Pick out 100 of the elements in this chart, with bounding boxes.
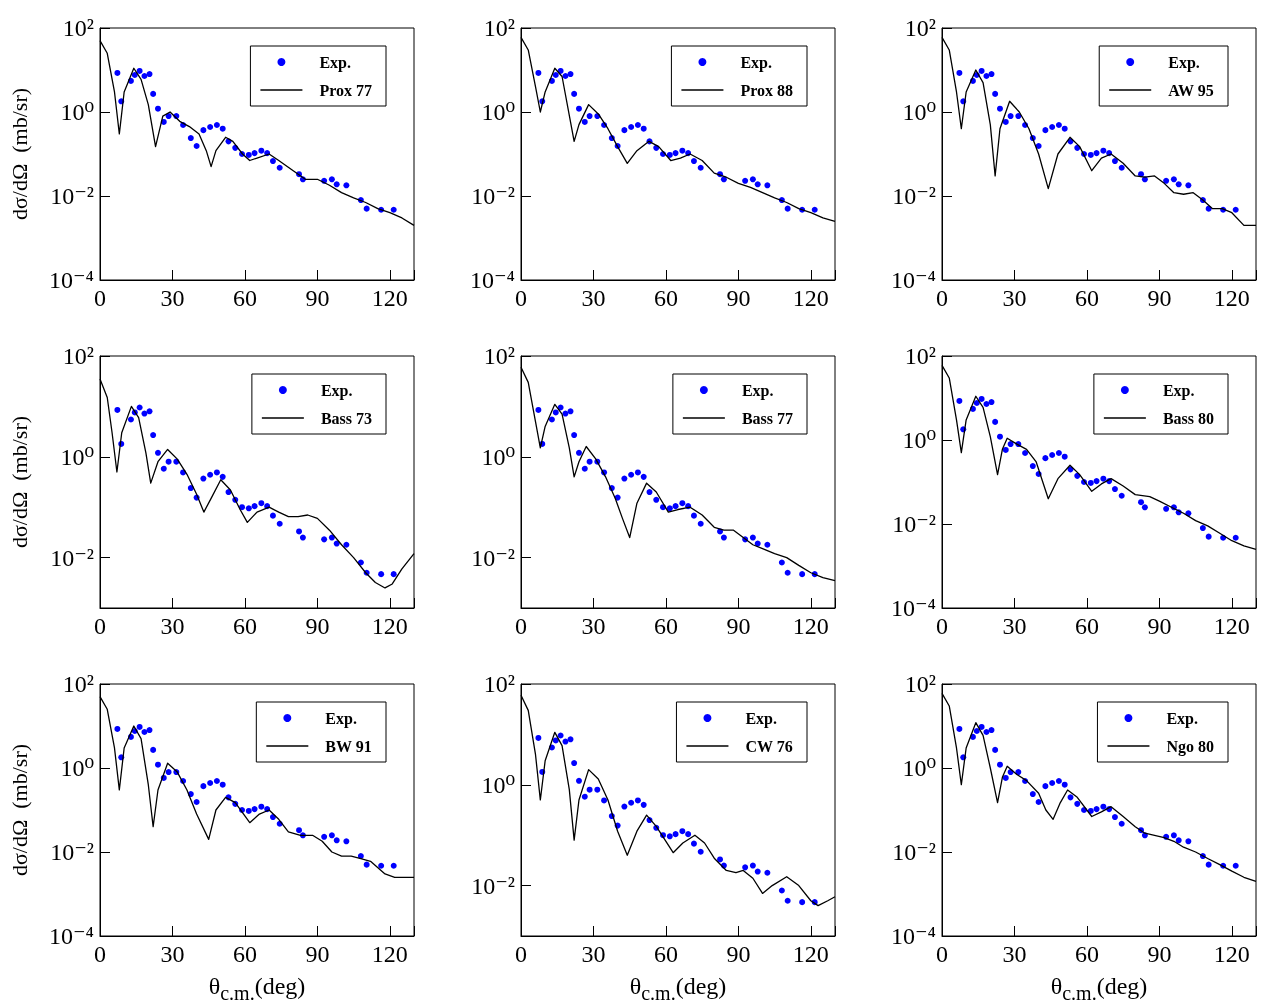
point — [1093, 806, 1100, 813]
point — [1002, 446, 1009, 453]
legend-label: Exp. — [1166, 709, 1199, 728]
point — [258, 147, 265, 154]
point — [1100, 475, 1107, 482]
x-tick-label: 120 — [371, 941, 408, 967]
point — [299, 534, 306, 541]
point — [983, 72, 990, 79]
point — [634, 122, 641, 129]
point — [764, 182, 771, 189]
point — [552, 72, 559, 78]
x-tick-label: 90 — [726, 285, 751, 311]
point — [150, 432, 157, 439]
legend-label: Prox 77 — [319, 81, 373, 99]
point — [552, 737, 559, 744]
point — [552, 409, 559, 416]
point — [586, 113, 593, 120]
point — [685, 831, 692, 838]
point — [956, 69, 963, 76]
y-tick-label: 10² — [904, 343, 936, 369]
x-tick-label: 90 — [305, 941, 330, 967]
point — [1002, 118, 1009, 125]
point — [697, 164, 704, 171]
y-tick-label: 10⁰ — [481, 771, 515, 798]
point — [321, 536, 328, 543]
point — [219, 125, 226, 132]
point — [601, 797, 608, 804]
point — [131, 72, 138, 78]
point — [672, 150, 679, 157]
point — [245, 807, 252, 814]
point — [165, 769, 172, 776]
legend-label: Exp. — [1162, 381, 1195, 400]
point — [581, 793, 588, 800]
x-tick-label: 120 — [792, 285, 829, 311]
y-tick-label: 10⁻² — [892, 511, 936, 537]
x-tick-label: 90 — [1147, 613, 1172, 639]
point — [575, 449, 582, 456]
point — [1199, 525, 1206, 532]
y-tick-label: 10⁻⁴ — [890, 923, 936, 949]
point — [1138, 499, 1145, 506]
point — [567, 408, 574, 415]
point — [621, 475, 628, 482]
point — [136, 67, 143, 74]
point — [269, 512, 276, 519]
point — [548, 416, 555, 423]
legend-label: CW 76 — [745, 737, 793, 755]
point — [114, 406, 121, 413]
point — [213, 122, 220, 129]
point — [1055, 122, 1062, 129]
x-tick-label: 0 — [936, 613, 948, 639]
point — [219, 473, 226, 480]
point — [200, 783, 207, 790]
point — [150, 90, 157, 97]
point — [1118, 164, 1125, 171]
point — [690, 158, 697, 165]
point — [628, 799, 635, 806]
point — [245, 505, 252, 512]
y-axis-title: dσ/dΩ (mb/sr) — [6, 415, 32, 549]
point — [219, 781, 226, 788]
point — [328, 832, 335, 839]
point — [154, 449, 161, 456]
point — [621, 127, 628, 134]
point — [1022, 450, 1029, 457]
point — [672, 831, 679, 838]
point — [956, 397, 963, 404]
point — [296, 528, 303, 535]
point — [720, 534, 727, 541]
point — [114, 725, 121, 732]
point — [1185, 838, 1192, 845]
x-tick-label: 30 — [1002, 613, 1027, 639]
point — [251, 806, 258, 813]
x-tick-label: 120 — [1213, 941, 1250, 967]
x-tick-label: 60 — [232, 941, 257, 967]
point — [666, 833, 673, 840]
point — [1074, 800, 1081, 807]
point — [1118, 820, 1125, 827]
point — [988, 71, 995, 78]
point — [193, 799, 200, 805]
point — [978, 395, 985, 402]
point — [742, 177, 749, 184]
point — [562, 738, 569, 745]
point — [653, 496, 660, 503]
point — [640, 473, 647, 480]
y-tick-label: 10⁰ — [902, 427, 936, 453]
point — [581, 465, 588, 472]
legend-label: Bass 73 — [320, 409, 372, 427]
point — [150, 746, 157, 753]
point — [1170, 176, 1177, 183]
point — [1185, 182, 1192, 189]
point — [1055, 450, 1062, 457]
y-tick-label: 10⁻² — [471, 872, 515, 899]
point — [136, 723, 143, 730]
y-tick-label: 10⁰ — [481, 443, 515, 470]
y-tick-label: 10⁻² — [50, 544, 94, 571]
y-tick-label: 10⁰ — [902, 755, 936, 781]
point — [390, 206, 397, 213]
point — [749, 176, 756, 183]
point — [567, 71, 574, 78]
x-tick-label: 120 — [1213, 285, 1250, 311]
point — [586, 458, 593, 465]
